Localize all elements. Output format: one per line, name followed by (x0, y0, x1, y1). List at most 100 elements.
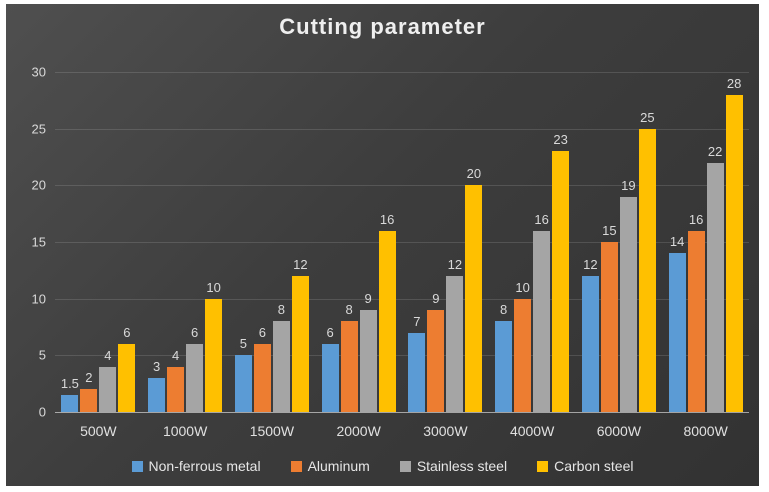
bar-stainless-steel-2000W: 9 (359, 291, 377, 412)
bar-value-label: 4 (172, 347, 180, 363)
bar-aluminum-8000W: 16 (687, 212, 705, 412)
bar-aluminum-1000W: 4 (167, 348, 185, 412)
gridline-10 (55, 298, 749, 300)
bar-stainless-steel-1500W: 8 (272, 302, 290, 412)
bar-group-1500W: 5 6 8 12 (229, 72, 316, 412)
cutting-parameter-chart: Cutting parameter 0 5 10 15 20 25 30 1.5 2 4 6 3 4 6… (6, 4, 759, 486)
bar-group-6000W: 12 15 19 25 (576, 72, 663, 412)
y-tick-label-5: 5 (38, 347, 46, 363)
bar-group-1000W: 3 4 6 10 (142, 72, 229, 412)
y-tick-label-15: 15 (31, 234, 46, 250)
bar-value-label: 22 (707, 143, 723, 159)
plot-area: 0 5 10 15 20 25 30 1.5 2 4 6 3 4 6 10 5 6 8 12 6 8 9 16 7 9 12 20… (32, 65, 749, 420)
legend-item-carbon-steel: Carbon steel (537, 458, 633, 474)
bar-value-label: 6 (191, 325, 199, 340)
bar-carbon-steel-8000W: 28 (725, 76, 743, 412)
bar-groups: 1.5 2 4 6 3 4 6 10 5 6 8 12 6 8 9 16 7 9 12 20 8 10 16 23 12 15 19… (55, 72, 749, 412)
bar-stainless-steel-1000W: 6 (186, 325, 204, 412)
bar-aluminum-500W: 2 (80, 370, 98, 412)
bar-value-label: 23 (553, 132, 568, 148)
bar-carbon-steel-6000W: 25 (638, 110, 656, 412)
bar-group-8000W: 14 16 22 28 (662, 72, 749, 412)
gridline-5 (55, 355, 749, 357)
bar-value-label: 25 (640, 109, 655, 125)
y-tick-label-0: 0 (38, 404, 46, 420)
legend-swatch-icon (537, 460, 549, 472)
bar-non-ferrous-metal-3000W: 7 (408, 314, 426, 412)
x-axis-label-3000W: 3000W (423, 423, 468, 439)
y-tick-label-30: 30 (31, 64, 46, 80)
gridline-25 (55, 128, 749, 130)
bar-group-4000W: 8 10 16 23 (489, 72, 576, 412)
bar-carbon-steel-500W: 6 (118, 325, 136, 412)
bar-carbon-steel-3000W: 20 (465, 166, 483, 412)
bar-value-label: 20 (466, 166, 482, 182)
bar-value-label: 8 (500, 302, 508, 318)
bar-non-ferrous-metal-4000W: 8 (495, 302, 513, 412)
bar-carbon-steel-4000W: 23 (552, 132, 570, 412)
bar-aluminum-1500W: 6 (253, 325, 271, 412)
legend-item-non-ferrous-metal: Non-ferrous metal (131, 458, 261, 474)
bar-value-label: 1.5 (60, 376, 79, 391)
gridline-30 (55, 72, 749, 73)
legend: Non-ferrous metal Aluminum Stainless steel… (6, 458, 759, 474)
bar-non-ferrous-metal-2000W: 6 (321, 325, 339, 412)
bar-value-label: 5 (239, 336, 247, 352)
bar-non-ferrous-metal-1000W: 3 (148, 359, 166, 412)
legend-swatch-icon (399, 460, 411, 472)
bar-group-500W: 1.5 2 4 6 (55, 72, 142, 412)
x-axis-label-4000W: 4000W (509, 423, 555, 439)
bar-stainless-steel-4000W: 16 (533, 212, 551, 412)
legend-label: Carbon steel (554, 458, 634, 474)
bar-value-label: 2 (85, 370, 93, 386)
bar-value-label: 7 (413, 313, 421, 329)
legend-swatch-icon (131, 460, 143, 472)
bar-stainless-steel-8000W: 22 (706, 144, 724, 412)
y-tick-label-25: 25 (31, 121, 46, 137)
bar-value-label: 9 (432, 291, 440, 306)
bar-value-label: 12 (293, 257, 308, 272)
bar-value-label: 16 (534, 211, 549, 227)
x-axis-label-1000W: 1000W (162, 423, 208, 439)
bar-value-label: 10 (515, 279, 530, 295)
bar-non-ferrous-metal-6000W: 12 (581, 257, 599, 412)
bar-value-label: 12 (583, 257, 598, 272)
bar-aluminum-4000W: 10 (514, 280, 532, 412)
y-tick-label-10: 10 (31, 291, 46, 307)
bar-carbon-steel-1000W: 10 (205, 280, 223, 412)
x-axis-label-2000W: 2000W (336, 423, 381, 439)
bar-non-ferrous-metal-8000W: 14 (668, 234, 686, 412)
bar-group-3000W: 7 9 12 20 (402, 72, 489, 412)
bar-value-label: 14 (669, 234, 685, 250)
bar-group-2000W: 6 8 9 16 (315, 72, 402, 412)
x-axis-label-8000W: 8000W (683, 423, 728, 439)
bar-value-label: 16 (379, 211, 395, 227)
bar-value-label: 10 (206, 279, 221, 295)
gridline-20 (55, 185, 749, 187)
bar-non-ferrous-metal-1500W: 5 (234, 336, 252, 412)
bar-value-label: 6 (326, 325, 334, 340)
bar-value-label: 4 (104, 347, 112, 363)
legend-item-aluminum: Aluminum (290, 458, 370, 474)
x-axis-label-1500W: 1500W (249, 423, 295, 439)
bar-carbon-steel-1500W: 12 (291, 257, 309, 412)
legend-label: Stainless steel (416, 458, 508, 474)
bar-aluminum-2000W: 8 (340, 302, 358, 412)
bar-value-label: 6 (123, 325, 131, 340)
bar-stainless-steel-500W: 4 (99, 348, 117, 412)
bar-aluminum-3000W: 9 (427, 291, 445, 412)
bar-carbon-steel-2000W: 16 (378, 212, 396, 412)
bar-stainless-steel-6000W: 19 (619, 178, 637, 412)
gridline-15 (55, 242, 749, 243)
y-tick-label-20: 20 (31, 177, 46, 193)
x-axis-line (55, 412, 749, 413)
bar-value-label: 15 (602, 223, 617, 238)
bar-stainless-steel-3000W: 12 (446, 257, 464, 412)
bar-value-label: 3 (153, 359, 161, 374)
legend-label: Non-ferrous metal (148, 458, 261, 474)
bar-aluminum-6000W: 15 (600, 223, 618, 412)
bar-value-label: 19 (621, 177, 636, 193)
bar-value-label: 8 (277, 302, 285, 318)
bar-value-label: 16 (688, 211, 704, 227)
